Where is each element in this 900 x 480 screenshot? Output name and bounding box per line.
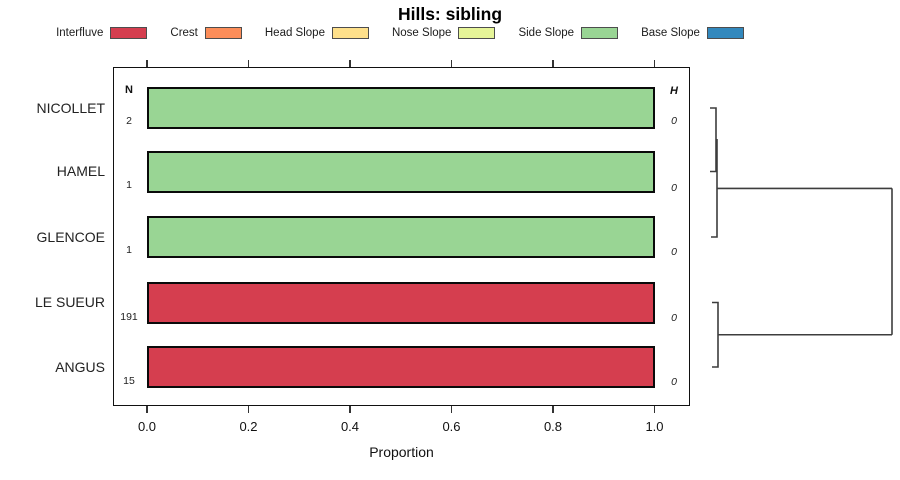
x-axis-tick-top bbox=[349, 60, 351, 67]
legend: Interfluve Crest Head Slope Nose Slope S… bbox=[0, 27, 800, 39]
y-axis-label: ANGUS bbox=[55, 358, 105, 375]
x-axis-tick-bottom bbox=[450, 406, 453, 413]
legend-item: Crest bbox=[170, 27, 242, 39]
legend-label: Head Slope bbox=[264, 27, 325, 39]
legend-swatch bbox=[204, 27, 242, 39]
n-value: 2 bbox=[126, 115, 132, 127]
legend-item: Base Slope bbox=[641, 27, 744, 39]
proportion-bar bbox=[147, 216, 655, 258]
x-axis-tick-top bbox=[247, 60, 250, 67]
x-axis-tick-top bbox=[653, 60, 656, 67]
chart-title: Hills: sibling bbox=[397, 4, 503, 24]
legend-swatch bbox=[110, 27, 148, 39]
x-axis-tick-bottom bbox=[552, 406, 554, 413]
dendrogram-branch-lesueur-angus bbox=[712, 301, 719, 368]
n-column-header: N bbox=[125, 84, 133, 96]
legend-label: Base Slope bbox=[641, 27, 700, 39]
x-axis-title: Proportion bbox=[369, 444, 434, 460]
x-axis-tick-bottom bbox=[653, 406, 656, 413]
legend-label: Side Slope bbox=[518, 27, 575, 39]
dendrogram-branch-nicollet-hamel bbox=[710, 107, 717, 173]
proportion-bar bbox=[147, 150, 655, 193]
n-value: 191 bbox=[120, 311, 138, 323]
proportion-bar bbox=[147, 346, 655, 388]
x-tick-label: 0.2 bbox=[239, 419, 258, 434]
legend-swatch bbox=[458, 27, 496, 39]
h-value: 0 bbox=[671, 182, 677, 194]
x-axis-tick-top bbox=[450, 60, 453, 67]
legend-item: Interfluve bbox=[56, 27, 148, 39]
legend-swatch bbox=[331, 27, 369, 39]
h-value: 0 bbox=[671, 376, 677, 388]
legend-swatch bbox=[581, 27, 619, 39]
proportion-bar bbox=[147, 87, 655, 129]
h-value: 0 bbox=[671, 312, 677, 324]
legend-label: Nose Slope bbox=[391, 27, 452, 39]
y-axis-label: NICOLLET bbox=[36, 99, 105, 116]
legend-swatch bbox=[706, 27, 744, 39]
legend-item: Head Slope bbox=[265, 27, 369, 39]
x-axis-tick-top bbox=[146, 60, 148, 67]
x-tick-label: 0.0 bbox=[137, 419, 157, 434]
h-value: 0 bbox=[671, 246, 677, 258]
x-tick-label: 0.8 bbox=[543, 419, 563, 434]
x-axis-tick-top bbox=[552, 60, 554, 67]
legend-label: Interfluve bbox=[56, 27, 104, 39]
legend-item: Nose Slope bbox=[391, 27, 496, 39]
legend-label: Crest bbox=[170, 27, 198, 39]
x-tick-label: 0.6 bbox=[442, 419, 461, 434]
y-axis-label: GLENCOE bbox=[36, 228, 105, 245]
y-axis-label: HAMEL bbox=[56, 163, 105, 179]
h-column-header: H bbox=[670, 85, 678, 97]
x-axis-tick-bottom bbox=[349, 406, 351, 413]
n-value: 1 bbox=[126, 179, 132, 191]
n-value: 1 bbox=[126, 244, 132, 256]
x-tick-label: 0.4 bbox=[340, 419, 360, 434]
n-value: 15 bbox=[123, 375, 135, 387]
x-axis-tick-bottom bbox=[146, 406, 148, 413]
x-tick-label: 1.0 bbox=[645, 419, 664, 434]
legend-item: Side Slope bbox=[518, 27, 619, 39]
h-value: 0 bbox=[671, 115, 677, 127]
x-axis-tick-bottom bbox=[247, 406, 250, 413]
y-axis-label: LE SUEUR bbox=[34, 294, 105, 310]
proportion-bar bbox=[147, 281, 655, 324]
